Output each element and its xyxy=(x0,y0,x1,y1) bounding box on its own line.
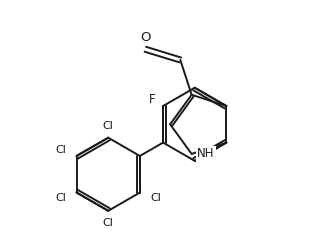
Text: Cl: Cl xyxy=(150,193,161,203)
Text: Cl: Cl xyxy=(56,193,67,203)
Text: NH: NH xyxy=(197,147,215,160)
Text: O: O xyxy=(140,31,151,44)
Text: Cl: Cl xyxy=(103,218,114,227)
Text: Cl: Cl xyxy=(103,121,114,131)
Text: Cl: Cl xyxy=(56,145,67,155)
Text: F: F xyxy=(149,93,155,106)
